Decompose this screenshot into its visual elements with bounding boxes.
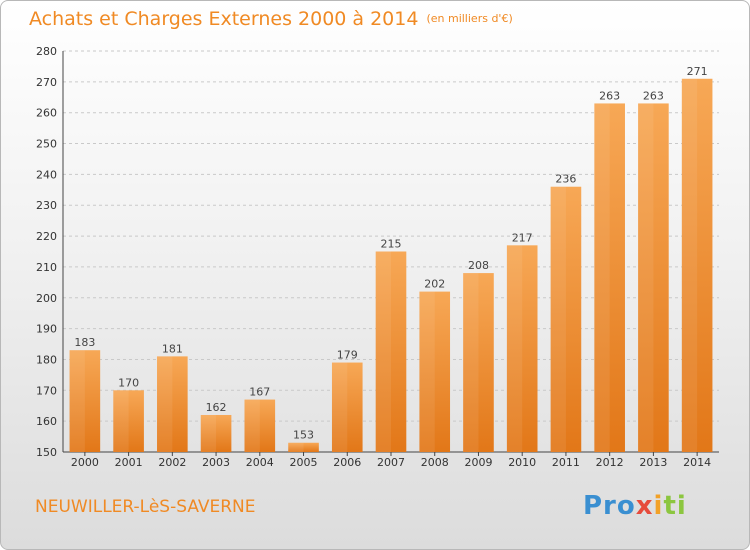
data-label-2011: 236 xyxy=(555,173,576,186)
x-tick-label-2000: 2000 xyxy=(71,456,99,469)
bar-highlight xyxy=(638,103,654,452)
data-labels: 183 170 181 162 167 153 179 215 202 208 217 236 263 2… xyxy=(74,65,707,442)
unit-label: (en milliers d'€) xyxy=(426,12,513,25)
bar-highlight xyxy=(594,103,610,452)
x-tick-label-2004: 2004 xyxy=(246,456,274,469)
x-tick-label-2001: 2001 xyxy=(115,456,143,469)
x-tick-label-2010: 2010 xyxy=(508,456,536,469)
y-tick-label: 210 xyxy=(36,261,57,274)
y-tick-labels: 150 160 170 180 190 200 210 220 230 240 250 260 270 2… xyxy=(36,45,57,459)
data-label-2013: 263 xyxy=(643,89,664,102)
data-label-2009: 208 xyxy=(468,259,489,272)
bar-2001 xyxy=(113,390,144,452)
data-label-2002: 181 xyxy=(162,342,183,355)
data-label-2003: 162 xyxy=(206,401,227,414)
x-tick-label-2005: 2005 xyxy=(290,456,318,469)
y-tick-label: 180 xyxy=(36,353,57,366)
x-tick-label-2011: 2011 xyxy=(552,456,580,469)
bar-2009 xyxy=(463,273,494,452)
data-label-2007: 215 xyxy=(381,238,402,251)
y-tick-label: 280 xyxy=(36,45,57,58)
y-tick-label: 240 xyxy=(36,168,57,181)
data-label-2014: 271 xyxy=(687,65,708,78)
x-tick-label-2014: 2014 xyxy=(683,456,711,469)
bar-2008 xyxy=(419,291,451,452)
bar-highlight xyxy=(200,414,217,452)
bars xyxy=(69,78,713,452)
proxiti-logo[interactable]: Proxiti xyxy=(583,491,687,521)
bar-highlight xyxy=(550,186,566,452)
x-tick-label-2006: 2006 xyxy=(333,456,361,469)
data-label-2006: 179 xyxy=(337,349,358,362)
x-tick-label-2003: 2003 xyxy=(202,456,230,469)
bar-highlight xyxy=(375,251,391,452)
x-tick-label-2008: 2008 xyxy=(421,456,449,469)
bar-2006 xyxy=(331,362,363,452)
bar-2007 xyxy=(375,251,407,452)
y-tick-label: 220 xyxy=(36,230,57,243)
bar-2014 xyxy=(681,78,713,452)
commune-name: NEUWILLER-LèS-SAVERNE xyxy=(35,497,256,517)
bar-2000 xyxy=(69,350,101,452)
data-label-2000: 183 xyxy=(74,336,95,349)
bar-highlight xyxy=(463,273,479,452)
data-label-2004: 167 xyxy=(249,386,270,399)
bar-highlight xyxy=(113,390,129,452)
data-label-2005: 153 xyxy=(293,429,314,442)
bar-highlight xyxy=(69,350,85,452)
y-tick-label: 190 xyxy=(36,323,57,336)
chart-title-text: Achats et Charges Externes 2000 à 2014 xyxy=(29,8,419,30)
chart-title: Achats et Charges Externes 2000 à 2014 (e… xyxy=(29,8,513,30)
x-tick-label-2009: 2009 xyxy=(464,456,492,469)
x-tick-label-2013: 2013 xyxy=(639,456,667,469)
y-tick-label: 200 xyxy=(36,292,57,305)
bar-highlight xyxy=(288,442,304,452)
bar-2012 xyxy=(594,103,625,452)
x-tick-label-2002: 2002 xyxy=(158,456,186,469)
bar-2005 xyxy=(288,442,319,452)
y-tick-label: 160 xyxy=(36,415,57,428)
bar-highlight xyxy=(157,356,173,452)
bar-2004 xyxy=(244,399,276,452)
y-tick-label: 230 xyxy=(36,199,57,212)
bar-2013 xyxy=(638,103,669,452)
bar-highlight xyxy=(506,245,523,452)
data-label-2012: 263 xyxy=(599,89,620,102)
data-label-2008: 202 xyxy=(424,278,445,291)
bar-highlight xyxy=(331,362,348,452)
y-tick-label: 250 xyxy=(36,138,57,151)
bar-2010 xyxy=(506,245,538,452)
data-label-2010: 217 xyxy=(512,231,533,244)
bar-2003 xyxy=(200,414,232,452)
bar-highlight xyxy=(244,399,260,452)
bar-2011 xyxy=(550,186,582,452)
x-tick-label-2007: 2007 xyxy=(377,456,405,469)
y-tick-label: 150 xyxy=(36,446,57,459)
x-tick-labels: 2000 2001 2002 2003 2004 2005 2006 2007 2008 2009… xyxy=(71,456,711,469)
bar-highlight xyxy=(681,78,698,452)
bar-highlight xyxy=(419,291,435,452)
y-tick-label: 260 xyxy=(36,107,57,120)
x-tick-label-2012: 2012 xyxy=(596,456,624,469)
y-tick-label: 170 xyxy=(36,384,57,397)
data-label-2001: 170 xyxy=(118,376,139,389)
bar-2002 xyxy=(157,356,188,452)
y-tick-label: 270 xyxy=(36,76,57,89)
